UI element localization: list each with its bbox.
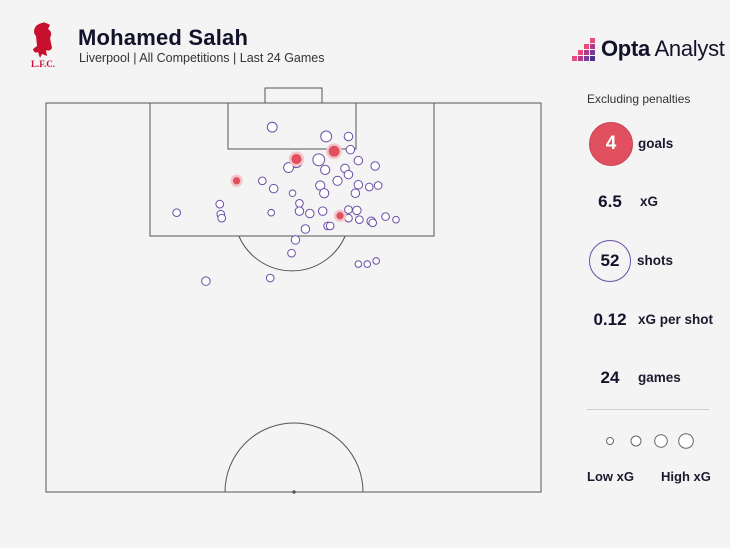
shot-marker (353, 155, 364, 166)
shot-marker (257, 176, 267, 186)
shot-marker (344, 205, 353, 214)
goal-marker (333, 209, 347, 222)
brand-name: Opta Analyst (601, 36, 725, 62)
games-value: 24 (600, 368, 620, 387)
shot-marker (215, 199, 225, 209)
shot-marker (300, 224, 311, 234)
shot-marker (288, 189, 297, 198)
goal-marker (288, 151, 305, 167)
shot-marker (266, 121, 278, 133)
player-name-title: Mohamed Salah (78, 25, 249, 50)
shot-marker (363, 260, 372, 268)
xg-value: 6.5 (598, 192, 622, 211)
shot-marker (332, 175, 343, 186)
shot-marker (370, 161, 380, 171)
shot-marker (352, 205, 362, 216)
xg-size-legend (606, 433, 694, 449)
games-label: games (638, 370, 681, 385)
goal-marker (230, 174, 243, 187)
shot-marker (345, 144, 356, 155)
club-logo-text: L.F.C. (31, 59, 55, 69)
stats-divider (587, 409, 709, 410)
shot-marker (343, 131, 354, 142)
chart-subtitle: Liverpool | All Competitions | Last 24 G… (79, 51, 325, 65)
legend-size-circle (606, 437, 614, 445)
goal (264, 87, 323, 104)
legend-size-circle (630, 435, 642, 447)
xg-per-shot-value: 0.12 (593, 310, 627, 329)
opta-analyst-logo-icon (572, 38, 595, 61)
shot-marker (353, 179, 364, 190)
shot-marker (305, 208, 315, 219)
shot-marker (287, 248, 296, 258)
six-yard-box (227, 102, 357, 150)
shot-marker (392, 215, 400, 224)
penalty-arc (238, 235, 346, 272)
stats-caption: Excluding penalties (587, 92, 691, 106)
shot-marker (320, 130, 333, 143)
legend-size-circle (678, 433, 694, 449)
shot-marker (354, 215, 364, 225)
shot-marker (217, 213, 227, 223)
xg-label: xG (640, 194, 659, 209)
shot-marker (267, 208, 276, 217)
shot-marker (381, 212, 390, 221)
goals-badge: 4 (589, 122, 633, 166)
shot-marker (294, 206, 305, 216)
brand-name-regular: Analyst (654, 36, 725, 61)
shot-marker (268, 183, 279, 194)
centre-spot (292, 490, 296, 494)
shots-badge: 52 (589, 240, 631, 282)
centre-circle (224, 422, 364, 493)
shot-marker (373, 181, 383, 190)
shot-marker (290, 235, 301, 245)
legend-high-xg-label: High xG (661, 469, 711, 484)
shot-marker (320, 164, 331, 176)
legend-size-circle (654, 434, 668, 448)
shots-value: 52 (600, 251, 620, 270)
shot-marker (201, 276, 211, 286)
shot-marker (364, 182, 374, 192)
goals-value: 4 (605, 133, 617, 154)
shot-marker (295, 199, 304, 208)
legend-low-xg-label: Low xG (587, 469, 634, 484)
shot-marker (343, 169, 354, 180)
shot-marker (317, 206, 328, 216)
goal-marker (326, 143, 343, 160)
brand-name-bold: Opta (601, 36, 650, 61)
goals-label: goals (638, 136, 674, 151)
shots-layer (172, 121, 400, 286)
shot-marker (265, 273, 275, 283)
xg-per-shot-label: xG per shot (638, 312, 714, 327)
shot-marker (283, 162, 294, 173)
shot-marker (325, 221, 335, 231)
shot-marker (368, 218, 378, 228)
shot-marker (350, 188, 361, 198)
shot-marker (312, 153, 326, 167)
liverbird-crest-icon: L.F.C. (31, 22, 55, 69)
shot-marker (319, 188, 330, 199)
shot-marker (172, 208, 182, 218)
pitch-markings (45, 87, 542, 494)
shot-marker (372, 257, 380, 265)
shot-marker (354, 260, 363, 268)
shots-label: shots (637, 253, 674, 268)
